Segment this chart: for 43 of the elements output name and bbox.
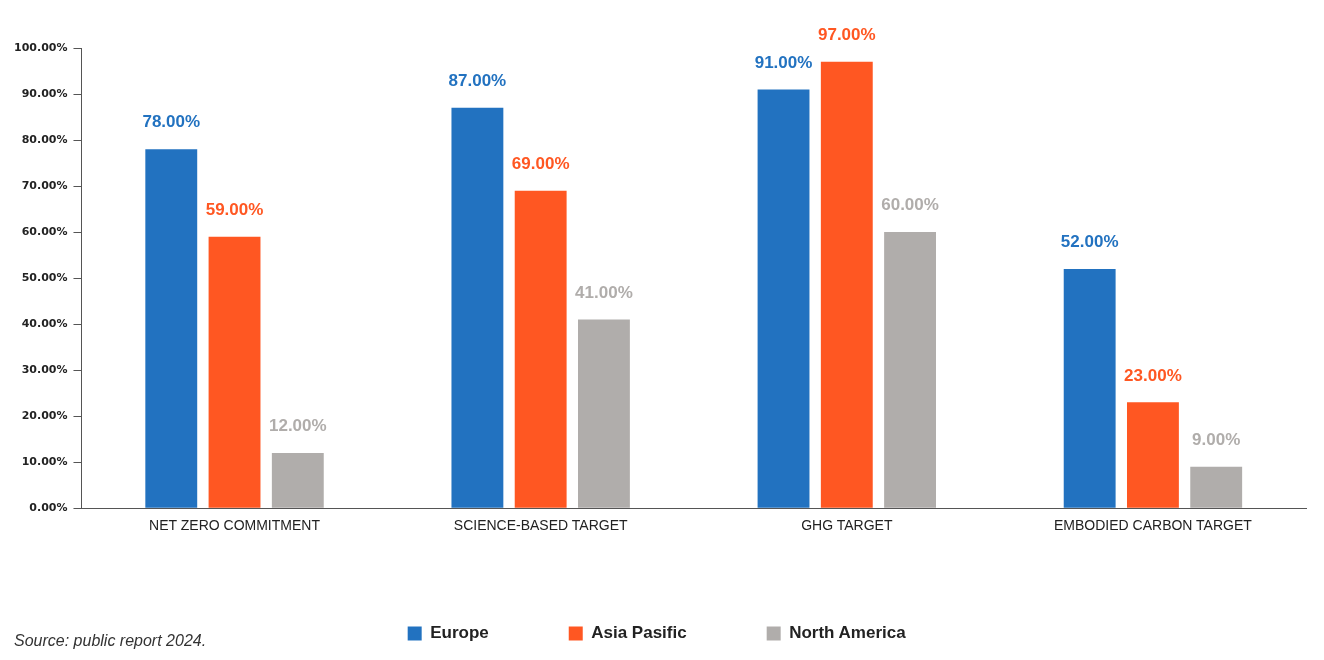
data-label: 41.00% xyxy=(575,282,633,302)
source-note: Source: public report 2024. xyxy=(14,632,207,650)
x-tick-label: GHG TARGET xyxy=(801,517,893,534)
data-label: 23.00% xyxy=(1124,365,1182,385)
bar xyxy=(884,232,937,508)
data-label: 91.00% xyxy=(754,52,813,72)
data-label: 69.00% xyxy=(511,153,570,173)
y-tick-label: 20.00% xyxy=(21,409,68,423)
data-label: 52.00% xyxy=(1060,232,1119,252)
bar xyxy=(1063,268,1116,508)
bar xyxy=(514,190,567,508)
data-label: 97.00% xyxy=(817,24,876,44)
bar xyxy=(451,107,504,508)
bar xyxy=(578,319,630,508)
y-tick-label: 0.00% xyxy=(29,501,68,515)
data-label: 59.00% xyxy=(205,199,264,219)
y-tick-label: 60.00% xyxy=(21,224,68,238)
data-label: 9.00% xyxy=(1192,429,1241,449)
data-label: 12.00% xyxy=(268,416,327,436)
legend-label: Europe xyxy=(430,623,489,643)
bar xyxy=(208,236,261,508)
bar xyxy=(271,452,324,508)
bar xyxy=(1190,466,1243,508)
y-tick-label: 70.00% xyxy=(21,178,68,192)
y-tick-label: 100.00% xyxy=(13,40,68,54)
bar xyxy=(820,61,873,508)
x-tick-label: SCIENCE-BASED TARGET xyxy=(453,517,628,534)
x-tick-label: EMBODIED CARBON TARGET xyxy=(1054,517,1253,534)
data-label: 87.00% xyxy=(448,71,507,91)
y-tick-label: 80.00% xyxy=(21,132,68,146)
bar xyxy=(757,89,810,508)
legend-label: Asia Pasific xyxy=(591,623,687,643)
legend-label: North America xyxy=(789,623,907,643)
bar xyxy=(1126,402,1179,508)
y-tick-label: 40.00% xyxy=(21,316,68,330)
y-tick-label: 50.00% xyxy=(21,270,68,284)
data-label: 78.00% xyxy=(142,112,201,132)
y-tick-label: 10.00% xyxy=(21,455,68,469)
y-tick-label: 90.00% xyxy=(21,86,68,100)
data-label: 60.00% xyxy=(881,195,939,215)
y-tick-label: 30.00% xyxy=(21,363,68,376)
x-tick-label: NET ZERO COMMITMENT xyxy=(149,517,321,534)
bar xyxy=(145,149,198,508)
